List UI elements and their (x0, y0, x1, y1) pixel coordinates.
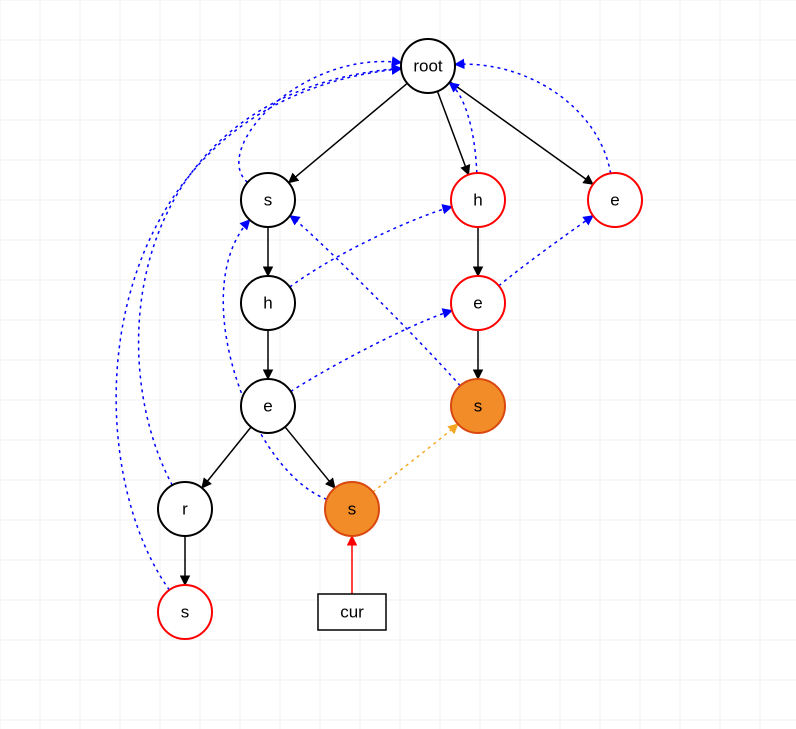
node-s2: s (451, 379, 505, 433)
node-r1: r (158, 482, 212, 536)
node-h2: h (241, 276, 295, 330)
cur-label: cur (340, 603, 364, 622)
node-root: root (401, 39, 455, 93)
node-h1: h (451, 173, 505, 227)
node-s1: s (241, 173, 295, 227)
node-s3: s (325, 482, 379, 536)
node-label: e (610, 191, 619, 210)
node-label: r (182, 500, 188, 519)
node-label: h (263, 294, 272, 313)
node-e1: e (588, 173, 642, 227)
node-label: h (473, 191, 482, 210)
node-s4: s (158, 585, 212, 639)
node-cur: cur (318, 594, 386, 630)
diagram-canvas: root s h e h e e s r s s cur (0, 0, 796, 729)
node-label: e (473, 294, 482, 313)
node-label: root (413, 57, 443, 76)
node-label: s (264, 191, 273, 210)
node-label: s (348, 500, 357, 519)
node-e2: e (451, 276, 505, 330)
node-label: s (474, 397, 483, 416)
node-label: e (263, 397, 272, 416)
node-e3: e (241, 379, 295, 433)
node-label: s (181, 603, 190, 622)
